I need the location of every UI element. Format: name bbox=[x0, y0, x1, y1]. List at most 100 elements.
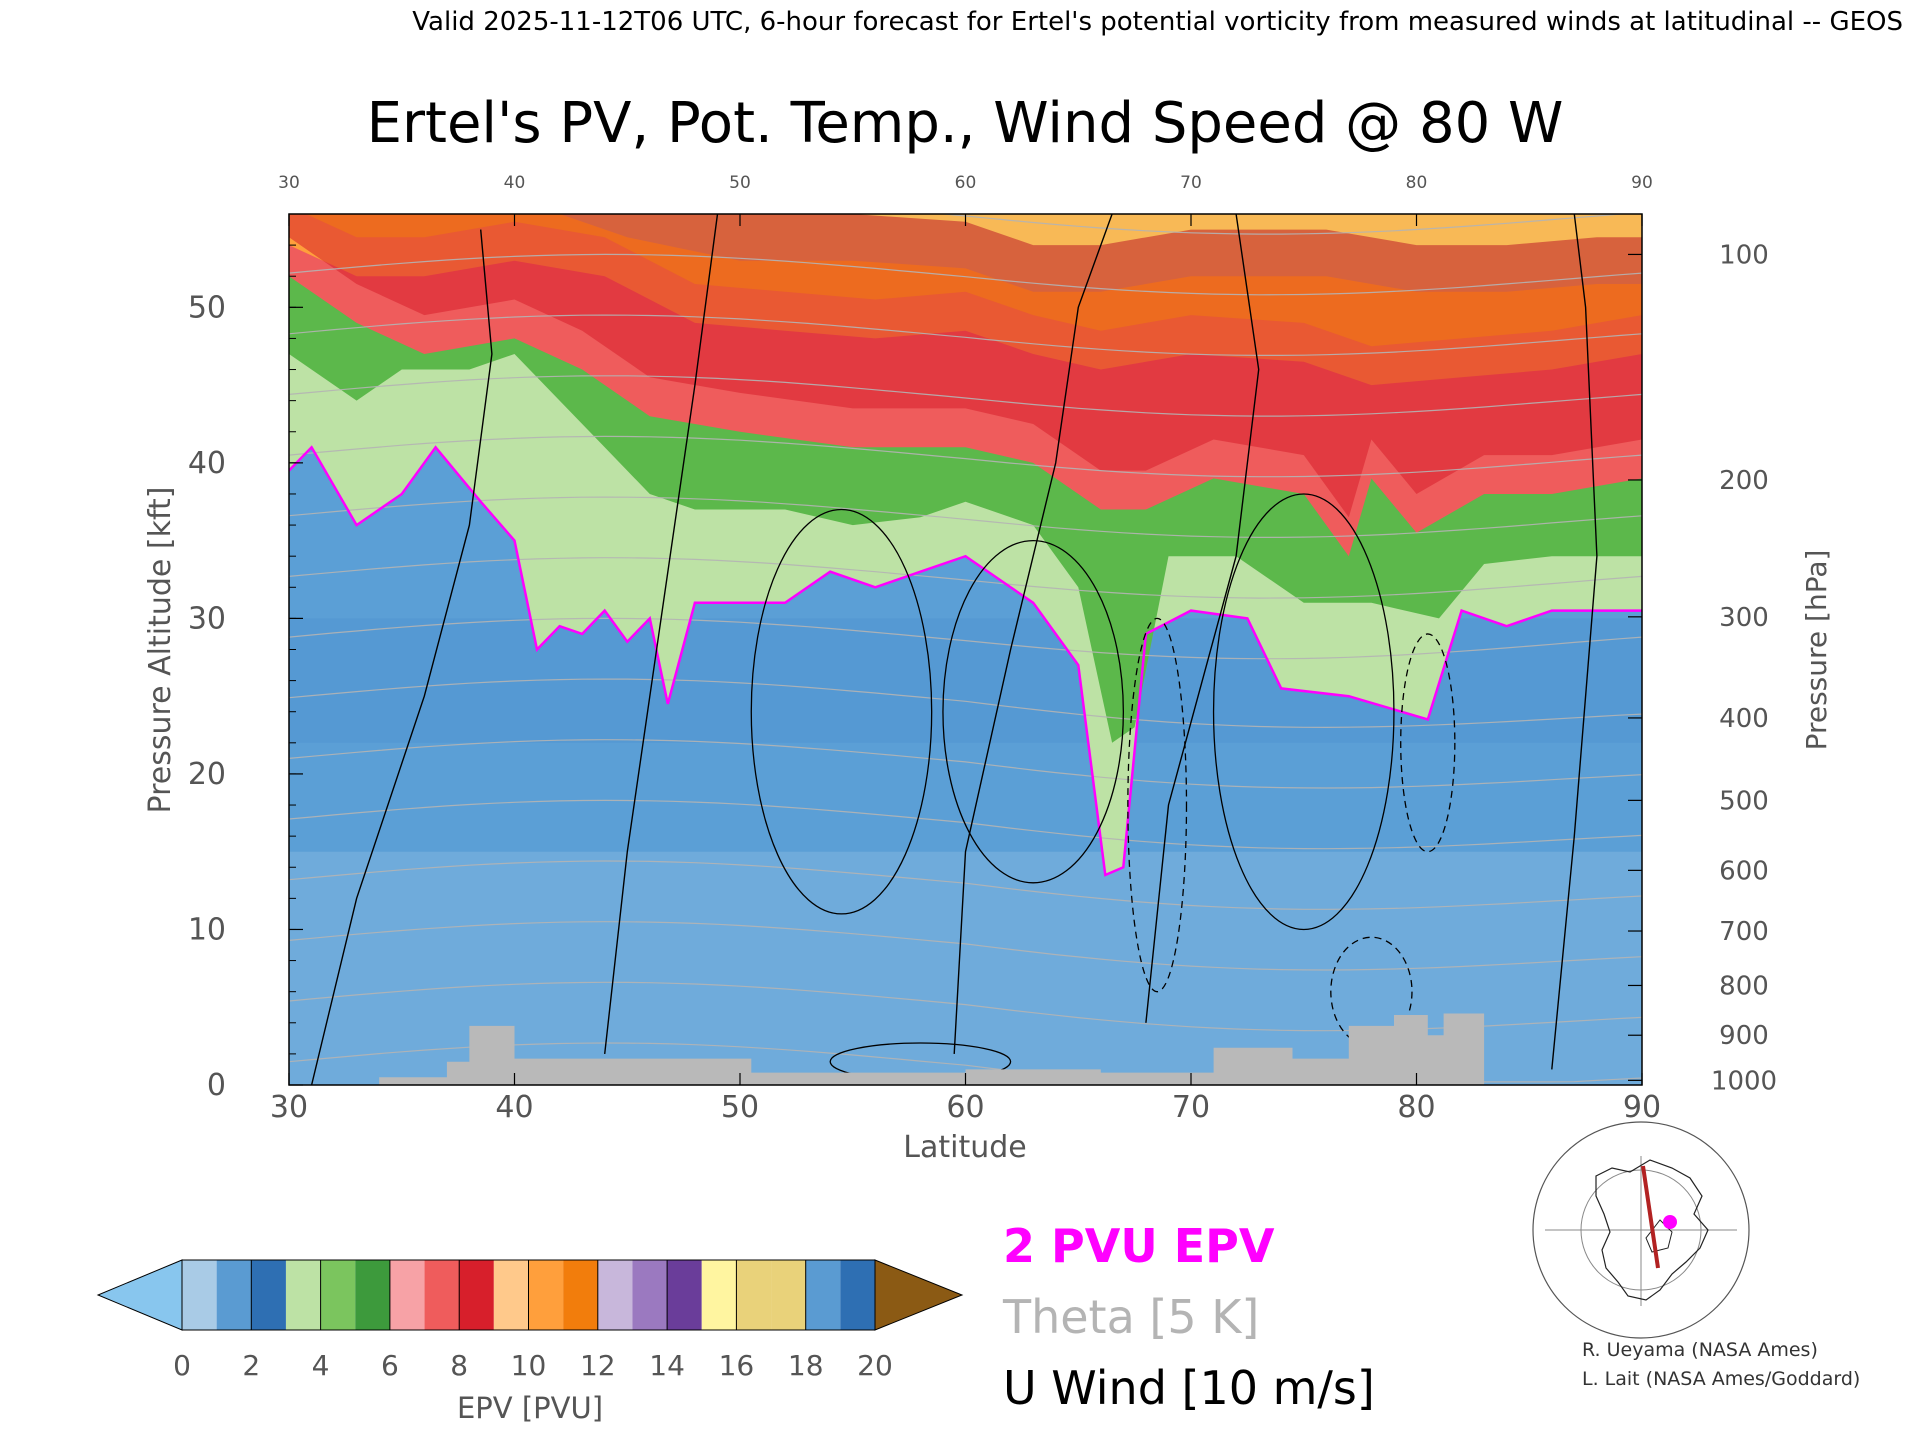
colorbar-segment bbox=[320, 1260, 356, 1330]
colorbar-tick-label: 16 bbox=[719, 1349, 755, 1382]
map-section-line bbox=[1641, 1165, 1660, 1269]
pressure-tick-label: 400 bbox=[1719, 704, 1769, 734]
theta-contour bbox=[289, 678, 1642, 729]
valid-time-header: Valid 2025-11-12T06 UTC, 6-hour forecast… bbox=[412, 7, 1903, 37]
colorbar-tick-label: 20 bbox=[857, 1349, 893, 1382]
colorbar-arrow-high bbox=[874, 1259, 964, 1331]
y-tick-label: 20 bbox=[188, 757, 226, 792]
theta-contour bbox=[289, 860, 1642, 910]
u-wind-contour bbox=[1400, 633, 1456, 853]
pressure-tick-label: 300 bbox=[1719, 603, 1769, 633]
plot-area bbox=[288, 213, 1643, 1086]
x-tick-label: 90 bbox=[1623, 1090, 1661, 1125]
x-tick-label-top: 90 bbox=[1631, 173, 1653, 193]
u-wind-contour bbox=[942, 539, 1125, 884]
x-axis-label: Latitude bbox=[903, 1130, 1026, 1165]
u-wind-contour bbox=[953, 214, 1113, 1054]
colorbar-segment bbox=[701, 1260, 737, 1330]
colorbar-tick-label: 18 bbox=[788, 1349, 824, 1382]
theta-contour bbox=[289, 314, 1642, 356]
x-tick-label: 60 bbox=[946, 1090, 984, 1125]
u-wind-contour bbox=[1212, 493, 1395, 931]
theta-contour bbox=[289, 375, 1642, 417]
pressure-tick-label: 600 bbox=[1719, 856, 1769, 886]
u-wind-contour bbox=[1551, 214, 1598, 1070]
pv-band-13 bbox=[305, 214, 1642, 347]
axes: 3030404050506060707080809090010203040501… bbox=[188, 173, 1777, 1125]
pressure-tick-label: 900 bbox=[1719, 1021, 1769, 1051]
map-coastline bbox=[1645, 1219, 1673, 1253]
theta-contour bbox=[289, 799, 1642, 850]
contour-legend: 2 PVU EPV Theta [5 K] U Wind [10 m/s] bbox=[1002, 1219, 1375, 1415]
pressure-tick-label: 800 bbox=[1719, 971, 1769, 1001]
x-tick-label-top: 70 bbox=[1180, 173, 1202, 193]
colorbar-tick-label: 4 bbox=[312, 1349, 330, 1382]
colorbar-tick-label: 0 bbox=[173, 1349, 191, 1382]
colorbar-arrow-low bbox=[96, 1259, 183, 1331]
x-tick-label-top: 40 bbox=[504, 173, 526, 193]
theta-contour bbox=[289, 617, 1642, 660]
colorbar-segment bbox=[389, 1260, 425, 1330]
colorbar-segment bbox=[667, 1260, 702, 1330]
colorbar-segment bbox=[771, 1260, 806, 1330]
y-tick-label: 40 bbox=[188, 446, 226, 481]
colorbar-segment bbox=[805, 1260, 841, 1330]
y-tick-label: 30 bbox=[188, 601, 226, 636]
x-tick-label: 40 bbox=[495, 1090, 533, 1125]
x-tick-label: 30 bbox=[270, 1090, 308, 1125]
theta-contour bbox=[289, 253, 1642, 296]
u-wind-contour bbox=[310, 229, 493, 1085]
theta-contour bbox=[289, 496, 1642, 538]
locator-map bbox=[1532, 1121, 1750, 1339]
y-axis-label-right: Pressure [hPa] bbox=[1800, 550, 1833, 751]
x-tick-label-top: 30 bbox=[278, 173, 300, 193]
colorbar-segment bbox=[355, 1260, 390, 1330]
pressure-tick-label: 1000 bbox=[1711, 1066, 1777, 1096]
colorbar-segment bbox=[285, 1260, 321, 1330]
colorbar-segment bbox=[563, 1260, 598, 1330]
x-tick-label-top: 60 bbox=[955, 173, 977, 193]
colorbar-label: EPV [PVU] bbox=[457, 1391, 603, 1425]
map-coastline bbox=[1595, 1159, 1709, 1301]
theta-contour bbox=[289, 921, 1642, 971]
colorbar-segment bbox=[840, 1260, 875, 1330]
y-tick-label: 10 bbox=[188, 912, 226, 947]
x-tick-label: 70 bbox=[1172, 1090, 1210, 1125]
u-wind-contour bbox=[1145, 214, 1260, 1023]
colorbar-segment bbox=[493, 1260, 529, 1330]
credit-line-2: L. Lait (NASA Ames/Goddard) bbox=[1582, 1368, 1860, 1390]
x-tick-label: 80 bbox=[1397, 1090, 1435, 1125]
legend-wind-line: U Wind [10 m/s] bbox=[1003, 1361, 1375, 1415]
map-pole-marker bbox=[1663, 1215, 1677, 1229]
theta-contour bbox=[289, 557, 1642, 599]
pressure-tick-label: 100 bbox=[1719, 240, 1769, 270]
colorbar-segment bbox=[216, 1260, 252, 1330]
y-tick-label: 0 bbox=[207, 1068, 226, 1103]
colorbar-tick-label: 12 bbox=[580, 1349, 616, 1382]
colorbar-tick-label: 2 bbox=[242, 1349, 260, 1382]
colorbar-segment bbox=[597, 1260, 633, 1330]
y-axis-label-left: Pressure Altitude [kft] bbox=[143, 487, 178, 814]
colorbar-segment bbox=[424, 1260, 460, 1330]
legend-pvu-line: 2 PVU EPV bbox=[1003, 1219, 1275, 1273]
y-tick-label: 50 bbox=[188, 290, 226, 325]
colorbar-tick-label: 6 bbox=[381, 1349, 399, 1382]
x-tick-label-top: 80 bbox=[1406, 173, 1428, 193]
epv-colorbar: 0 2 4 6 8 10 12 14 16 18 20 bbox=[96, 1259, 964, 1382]
colorbar-tick-label: 14 bbox=[649, 1349, 685, 1382]
u-wind-contour bbox=[750, 508, 933, 915]
tropopause-2pvu-line bbox=[289, 445, 1642, 877]
theta-contour bbox=[289, 739, 1642, 789]
terrain-mask bbox=[379, 1013, 1485, 1085]
chart-title: Ertel's PV, Pot. Temp., Wind Speed @ 80 … bbox=[367, 91, 1564, 156]
colorbar-segment bbox=[251, 1260, 286, 1330]
colorbar-tick-label: 8 bbox=[450, 1349, 468, 1382]
theta-contour bbox=[289, 435, 1642, 478]
pressure-tick-label: 700 bbox=[1719, 917, 1769, 947]
legend-theta-line: Theta [5 K] bbox=[1002, 1290, 1259, 1344]
map-outer-circle bbox=[1532, 1121, 1750, 1339]
x-tick-label-top: 50 bbox=[729, 173, 751, 193]
pv-cross-section bbox=[289, 214, 1642, 1085]
pressure-tick-label: 200 bbox=[1719, 466, 1769, 496]
